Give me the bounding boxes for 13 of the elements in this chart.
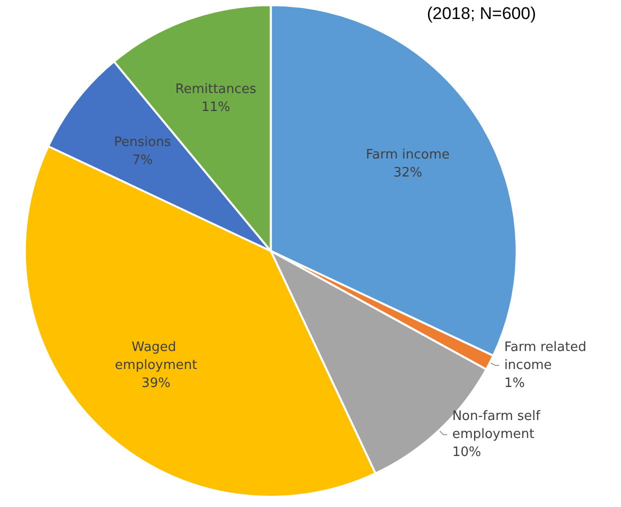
data-label: 10% [452, 445, 482, 460]
data-label: 1% [504, 376, 525, 391]
data-label: 39% [142, 376, 170, 392]
chart-title: (2018; N=600) [426, 4, 536, 23]
slice-label: Waged employment [114, 340, 198, 374]
slice-label: Farm income [366, 148, 450, 163]
data-label: 11% [201, 100, 230, 115]
slice-label: Remittances [175, 82, 257, 97]
slice-label: Pensions [114, 134, 172, 150]
slice-label: Farm related income [504, 340, 590, 373]
data-label: 32% [393, 166, 422, 181]
slice-label: Non-farm self employment [452, 409, 544, 442]
data-label: 7% [132, 152, 153, 168]
